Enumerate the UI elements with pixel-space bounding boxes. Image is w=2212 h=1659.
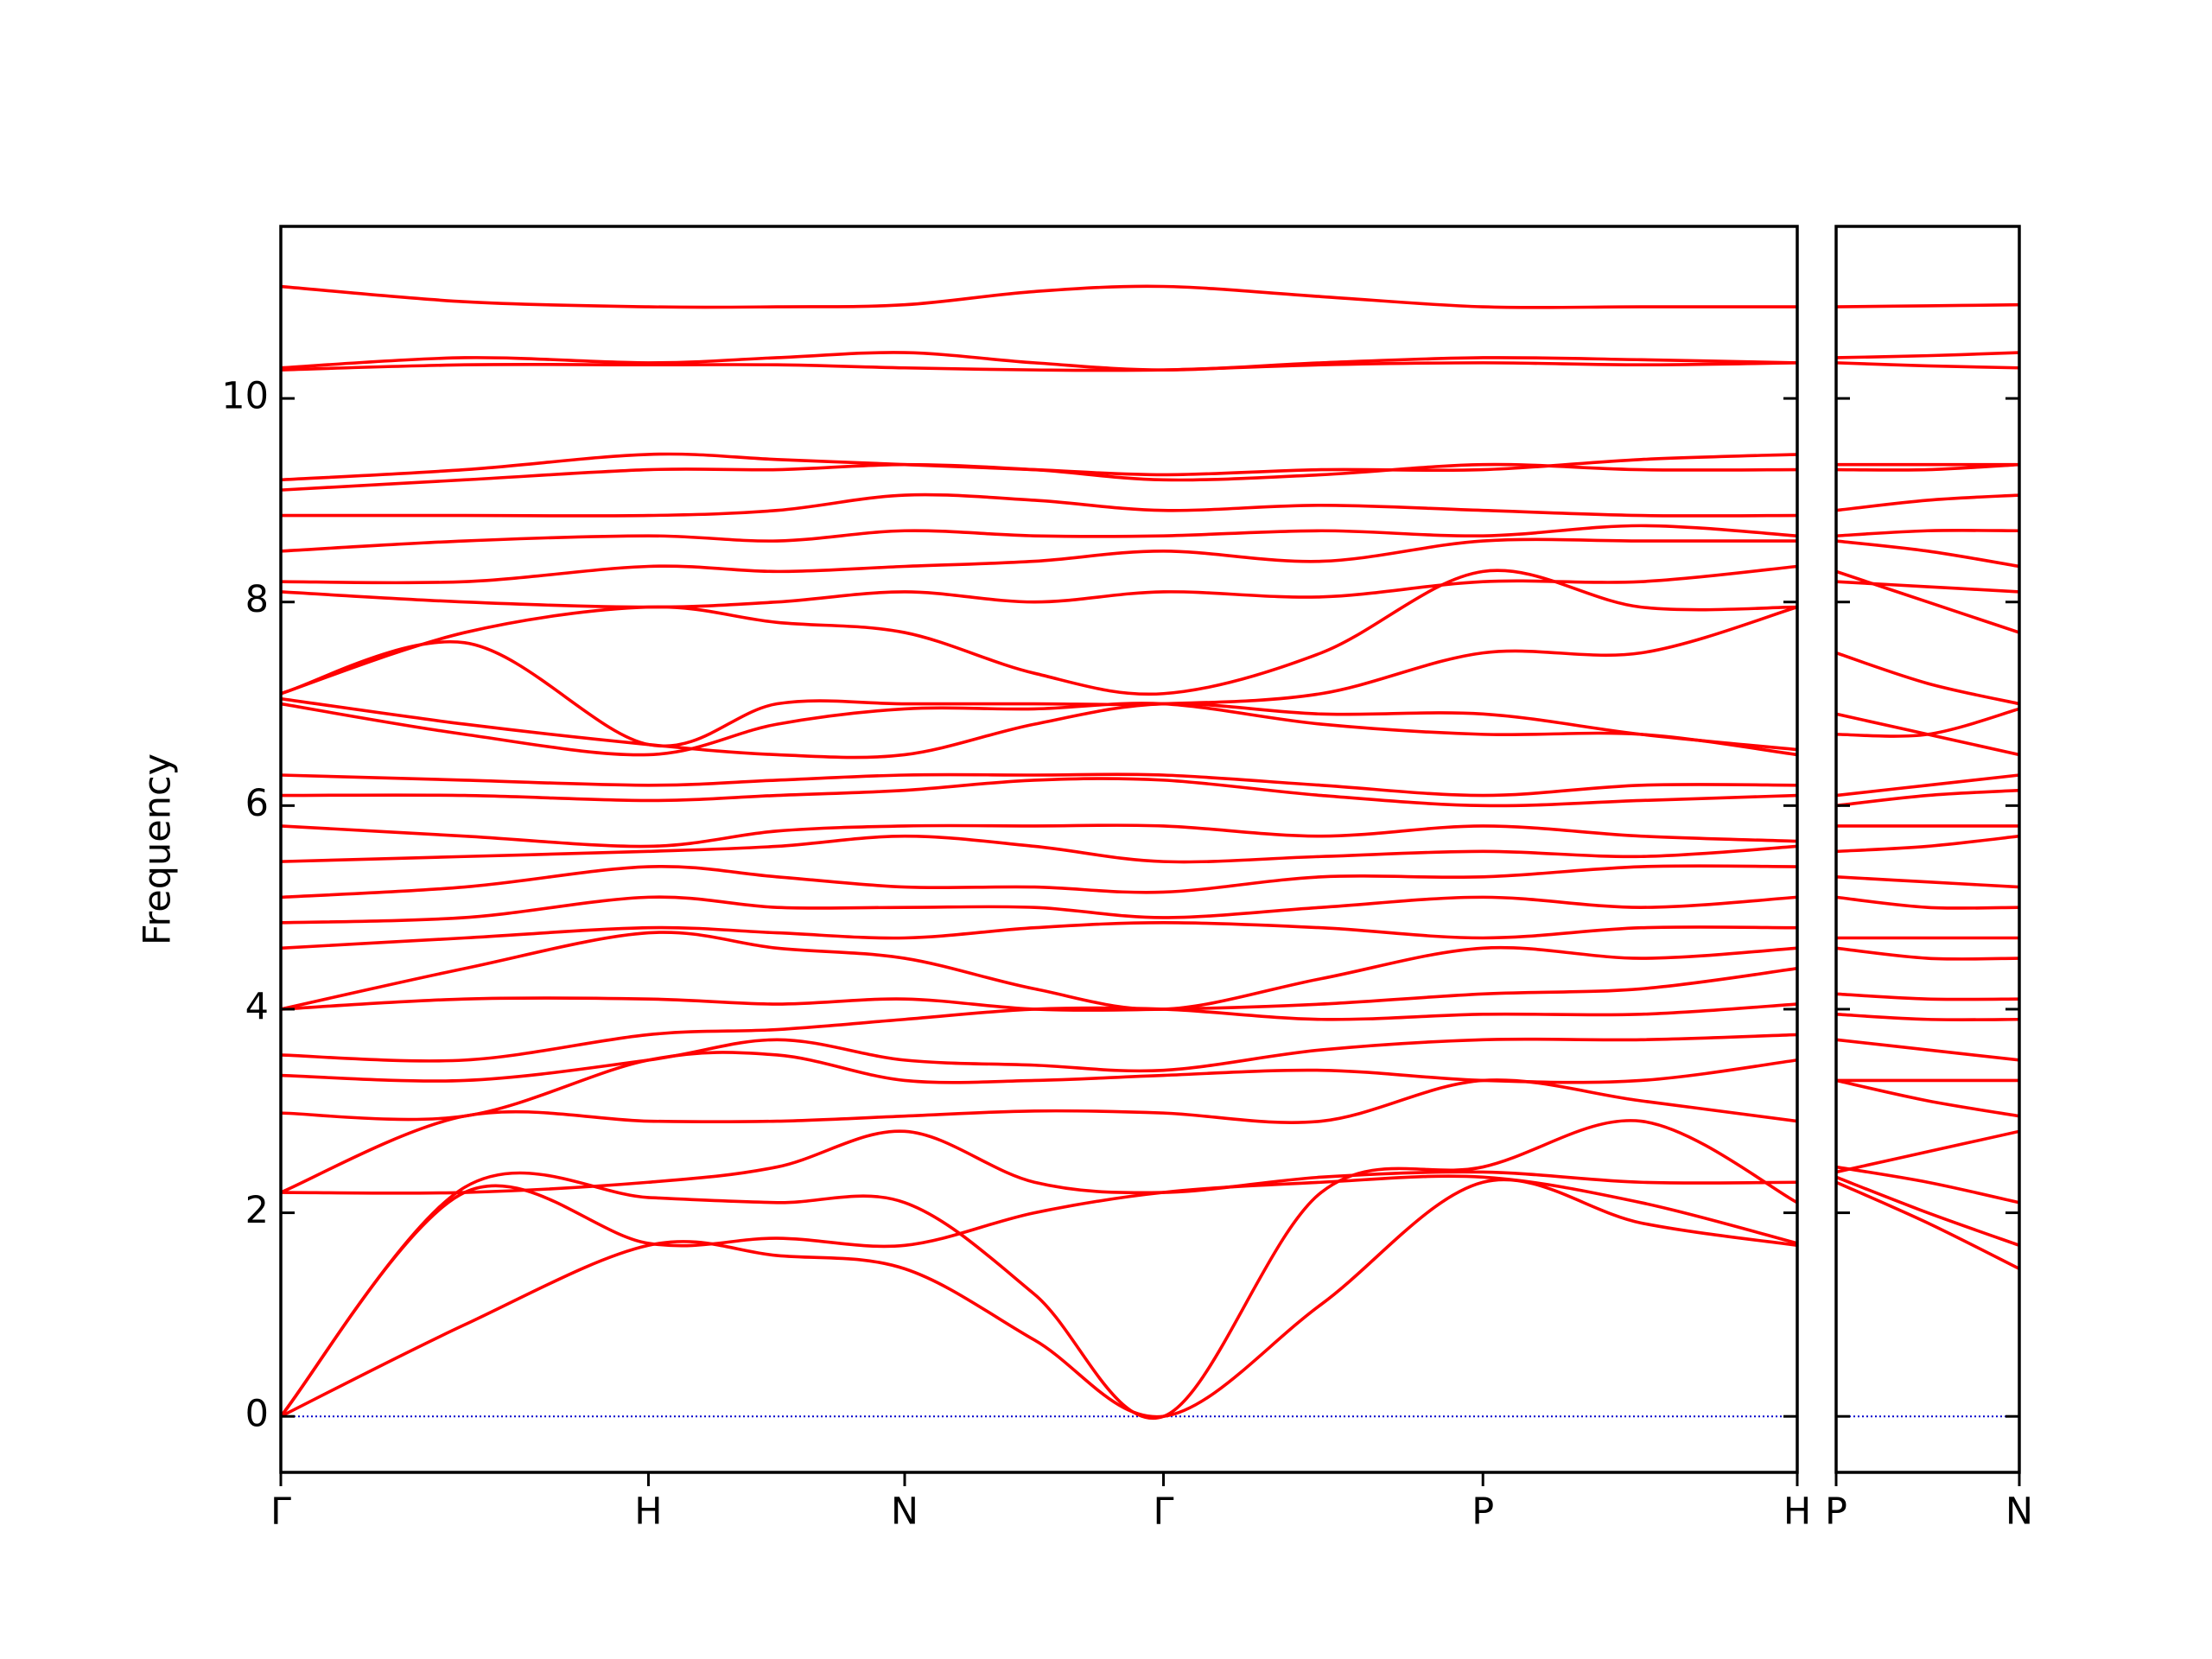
- band-line: [1836, 361, 2019, 370]
- y-tick-label: 10: [221, 375, 269, 418]
- y-tick-label: 6: [245, 782, 269, 825]
- band-line: [281, 537, 1797, 585]
- y-axis-label: Frequency: [137, 753, 180, 945]
- band-line: [281, 1002, 1797, 1063]
- band-line: [1836, 1175, 2019, 1247]
- band-line: [281, 351, 1797, 372]
- band-line: [1836, 712, 2019, 757]
- band-line: [1836, 529, 2019, 537]
- y-tick-label: 2: [245, 1189, 269, 1232]
- band-line: [1836, 788, 2019, 808]
- band-line: [1836, 462, 2019, 472]
- band-line: [1836, 569, 2019, 634]
- y-tick-label: 8: [245, 578, 269, 621]
- band-line: [281, 931, 1797, 1011]
- x-tick-label: N: [891, 1491, 918, 1534]
- band-line: [1836, 1129, 2019, 1174]
- band-line: [1836, 351, 2019, 359]
- axes-frame: [279, 225, 1799, 1474]
- y-tick-label: 4: [245, 985, 269, 1028]
- x-tick-label: H: [634, 1491, 662, 1534]
- band-line: [281, 493, 1797, 518]
- band-line: [281, 921, 1797, 950]
- band-line: [1836, 875, 2019, 889]
- band-line: [281, 1078, 1797, 1194]
- band-line: [281, 524, 1797, 553]
- y-tick-label: 0: [245, 1393, 269, 1436]
- band-line: [281, 1051, 1797, 1122]
- axes-frame: [1834, 225, 2021, 1474]
- band-line: [1836, 1180, 2019, 1270]
- band-line: [1836, 773, 2019, 798]
- band-line: [281, 834, 1797, 864]
- plot-area: [281, 284, 1797, 1421]
- band-line: [1836, 707, 2019, 738]
- band-line: [1836, 539, 2019, 569]
- band-line: [281, 823, 1797, 849]
- band-line: [281, 564, 1797, 609]
- x-tick-label: Γ: [270, 1491, 291, 1534]
- band-line: [281, 569, 1797, 696]
- band-line: [281, 777, 1797, 808]
- x-tick-label: Γ: [1154, 1491, 1174, 1534]
- band-line: [281, 1129, 1797, 1195]
- x-tick-label: H: [1783, 1491, 1811, 1534]
- band-line: [1836, 651, 2019, 706]
- band-line: [281, 284, 1797, 309]
- band-line: [281, 1119, 1797, 1421]
- band-line: [1836, 946, 2019, 961]
- band-line: [281, 1033, 1797, 1083]
- band-line: [1836, 1165, 2019, 1205]
- x-tick-label: P: [1471, 1491, 1494, 1534]
- band-line: [281, 361, 1797, 372]
- band-line: [1836, 302, 2019, 308]
- band-line: [1836, 1038, 2019, 1062]
- band-line: [281, 864, 1797, 899]
- band-line: [281, 605, 1797, 748]
- band-line: [1836, 493, 2019, 512]
- band-line: [1836, 834, 2019, 854]
- band-line: [281, 702, 1797, 757]
- band-line: [281, 967, 1797, 1012]
- band-line: [281, 452, 1797, 482]
- band-line: [1836, 1013, 2019, 1021]
- x-tick-label: N: [2005, 1491, 2033, 1534]
- x-tick-label: P: [1825, 1491, 1847, 1534]
- band-line: [1836, 1078, 2019, 1118]
- plot-area: [1836, 302, 2019, 1418]
- band-line: [1836, 895, 2019, 910]
- band-line: [1836, 580, 2019, 594]
- band-line: [281, 895, 1797, 925]
- plot-panel: 0 2 4 6 8 10 Γ H N Γ P H Frequency: [137, 225, 1811, 1534]
- band-line: [281, 772, 1797, 798]
- band-line: [1836, 992, 2019, 1001]
- band-line: [281, 696, 1797, 760]
